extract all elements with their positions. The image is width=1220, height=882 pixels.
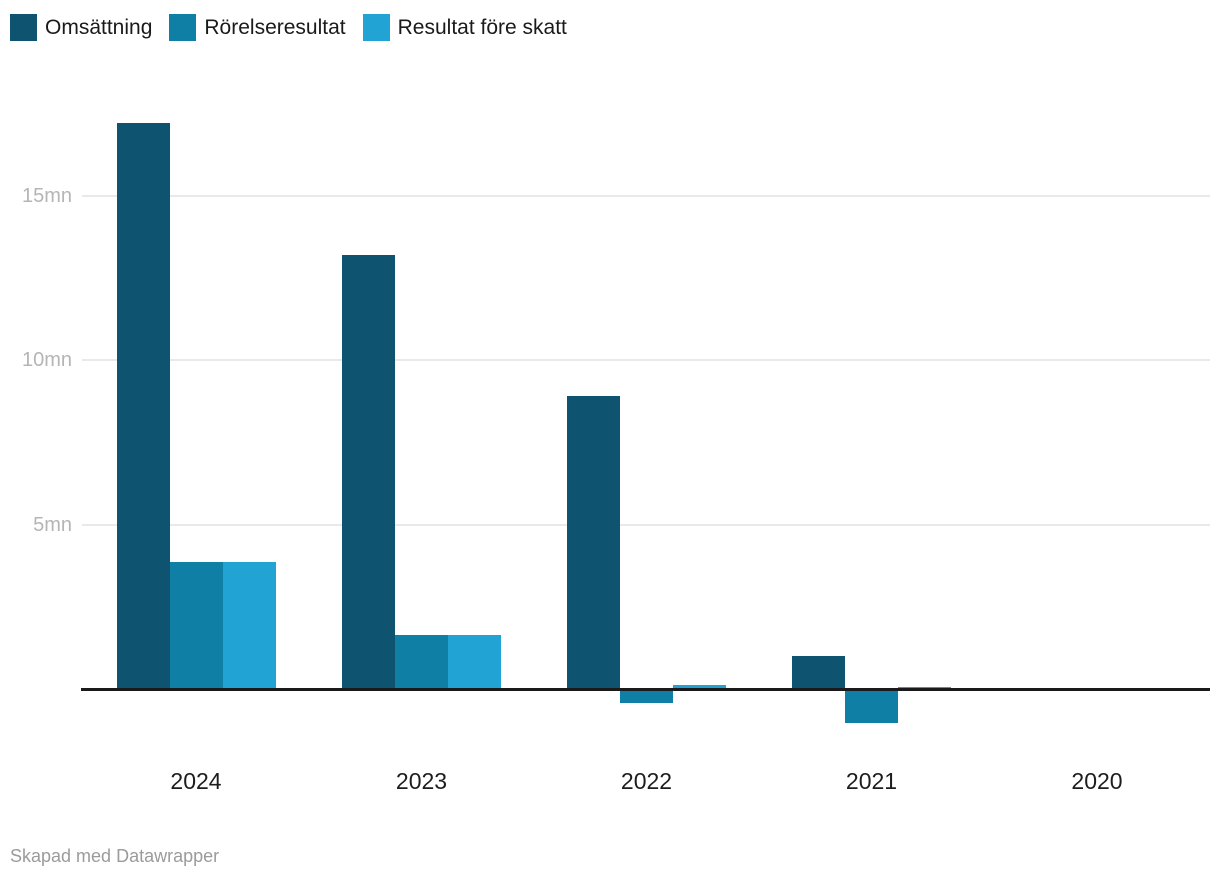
bar-omsattning-2023[interactable] xyxy=(342,254,395,689)
bar-resultat-fore-skatt-2024[interactable] xyxy=(222,562,276,689)
legend-swatch-icon xyxy=(169,14,197,41)
bar-rorelseresultat-2023[interactable] xyxy=(395,634,448,689)
x-axis-line xyxy=(81,688,1210,691)
legend-item-omsattning[interactable]: Omsättning xyxy=(10,14,152,41)
x-tick-label: 2024 xyxy=(170,768,222,794)
gridline-10mn xyxy=(82,359,1210,361)
bar-resultat-fore-skatt-2022[interactable] xyxy=(673,685,726,689)
legend-label: Resultat före skatt xyxy=(397,15,567,39)
x-tick-label: 2020 xyxy=(1071,768,1123,794)
datawrapper-credit: Skapad med Datawrapper xyxy=(10,846,220,866)
bar-rorelseresultat-2021[interactable] xyxy=(845,690,898,723)
chart-legend: Omsättning Rörelseresultat Resultat före s… xyxy=(10,14,567,41)
legend-swatch-icon xyxy=(10,14,37,41)
legend-item-rorelseresultat[interactable]: Rörelseresultat xyxy=(169,14,346,41)
legend-label: Rörelseresultat xyxy=(204,15,346,39)
bar-rorelseresultat-2024[interactable] xyxy=(169,562,223,689)
x-tick-label: 2022 xyxy=(620,768,673,794)
gridline-5mn xyxy=(82,523,1210,526)
bar-rorelseresultat-2022[interactable] xyxy=(620,690,673,704)
x-tick-label: 2021 xyxy=(845,768,898,794)
y-tick-label: 5mn xyxy=(33,513,72,536)
legend-label: Omsättning xyxy=(45,15,153,39)
y-tick-label: 15mn xyxy=(21,184,72,207)
bar-omsattning-2022[interactable] xyxy=(567,396,620,689)
legend-swatch-icon xyxy=(362,14,390,41)
bar-omsattning-2024[interactable] xyxy=(116,123,170,689)
x-tick-label: 2023 xyxy=(395,768,448,794)
bar-resultat-fore-skatt-2023[interactable] xyxy=(448,634,501,689)
gridline-15mn xyxy=(82,194,1210,197)
y-tick-label: 10mn xyxy=(21,349,72,371)
legend-item-resultat-fore-skatt[interactable]: Resultat före skatt xyxy=(362,14,567,41)
bar-omsattning-2021[interactable] xyxy=(792,656,845,689)
